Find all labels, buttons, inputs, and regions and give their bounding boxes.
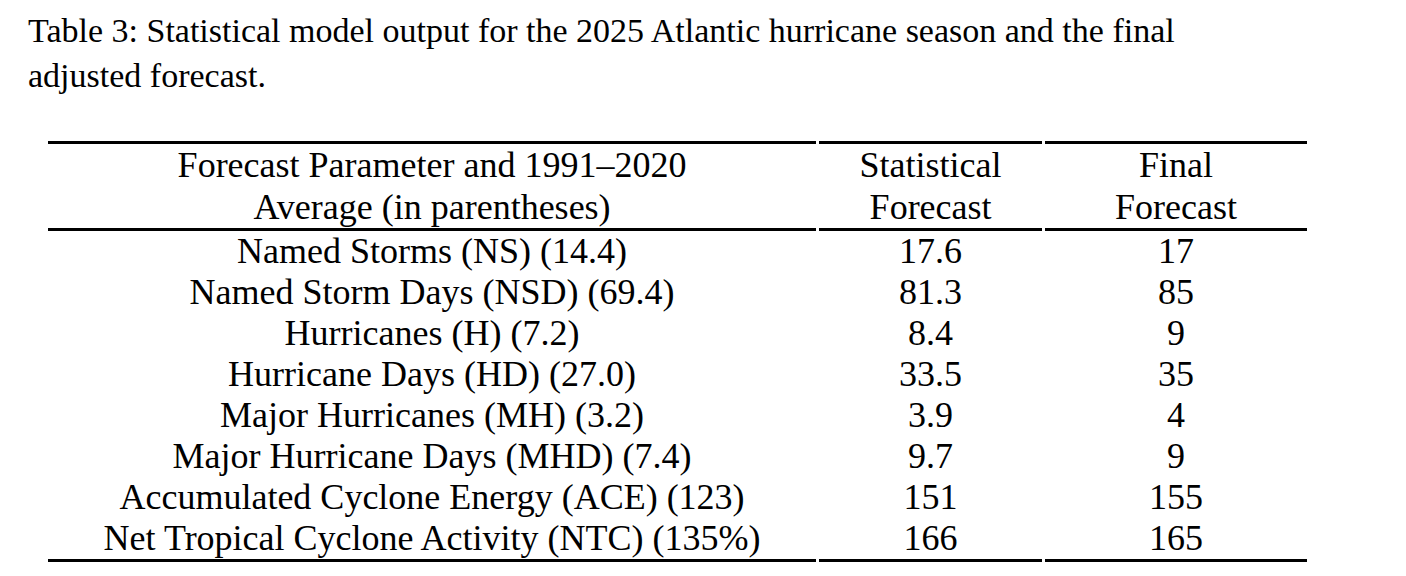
table-caption-line2: adjusted forecast. [28,53,1403,98]
row-final-value: 165 [1045,518,1307,562]
table-row-hurricanes: Hurricanes (H) (7.2) 8.4 9 [48,313,1307,354]
table-row-named-storms: Named Storms (NS) (14.4) 17.6 17 [48,231,1307,272]
row-final-value: 35 [1045,354,1307,395]
document-page: Table 3: Statistical model output for th… [0,0,1406,576]
table-row-named-storm-days: Named Storm Days (NSD) (69.4) 81.3 85 [48,272,1307,313]
table-row-hurricane-days: Hurricane Days (HD) (27.0) 33.5 35 [48,354,1307,395]
table-body: Named Storms (NS) (14.4) 17.6 17 Named S… [48,231,1307,562]
row-final-value: 9 [1045,436,1307,477]
row-parameter: Accumulated Cyclone Energy (ACE) (123) [48,477,816,518]
table-caption-line1: Table 3: Statistical model output for th… [28,8,1403,53]
row-statistical-value: 17.6 [819,231,1042,272]
row-parameter: Net Tropical Cyclone Activity (NTC) (135… [48,518,816,562]
table-header: Forecast Parameter and 1991–2020 Average… [48,141,1307,231]
row-statistical-value: 8.4 [819,313,1042,354]
table-row-major-hurricane-days: Major Hurricane Days (MHD) (7.4) 9.7 9 [48,436,1307,477]
row-final-value: 4 [1045,395,1307,436]
table-row-net-tropical-cyclone-activity: Net Tropical Cyclone Activity (NTC) (135… [48,518,1307,562]
header-statistical-line2: Forecast [819,186,1042,228]
row-statistical-value: 166 [819,518,1042,562]
header-final-line1: Final [1045,144,1307,186]
header-final-line2: Forecast [1045,186,1307,228]
row-parameter: Major Hurricane Days (MHD) (7.4) [48,436,816,477]
row-final-value: 155 [1045,477,1307,518]
row-parameter: Named Storm Days (NSD) (69.4) [48,272,816,313]
table-caption: Table 3: Statistical model output for th… [28,8,1403,98]
header-parameter: Forecast Parameter and 1991–2020 Average… [48,141,816,231]
table-row-accumulated-cyclone-energy: Accumulated Cyclone Energy (ACE) (123) 1… [48,477,1307,518]
row-parameter: Major Hurricanes (MH) (3.2) [48,395,816,436]
row-statistical-value: 81.3 [819,272,1042,313]
row-statistical-value: 9.7 [819,436,1042,477]
table-row-major-hurricanes: Major Hurricanes (MH) (3.2) 3.9 4 [48,395,1307,436]
row-statistical-value: 3.9 [819,395,1042,436]
header-parameter-line2: Average (in parentheses) [48,186,816,228]
row-final-value: 17 [1045,231,1307,272]
row-parameter: Named Storms (NS) (14.4) [48,231,816,272]
row-parameter: Hurricanes (H) (7.2) [48,313,816,354]
row-final-value: 9 [1045,313,1307,354]
row-final-value: 85 [1045,272,1307,313]
header-parameter-line1: Forecast Parameter and 1991–2020 [48,144,816,186]
row-parameter: Hurricane Days (HD) (27.0) [48,354,816,395]
header-statistical-forecast: Statistical Forecast [819,141,1042,231]
header-row: Forecast Parameter and 1991–2020 Average… [48,141,1307,231]
header-statistical-line1: Statistical [819,144,1042,186]
header-final-forecast: Final Forecast [1045,141,1307,231]
row-statistical-value: 33.5 [819,354,1042,395]
forecast-table: Forecast Parameter and 1991–2020 Average… [45,141,1310,562]
row-statistical-value: 151 [819,477,1042,518]
